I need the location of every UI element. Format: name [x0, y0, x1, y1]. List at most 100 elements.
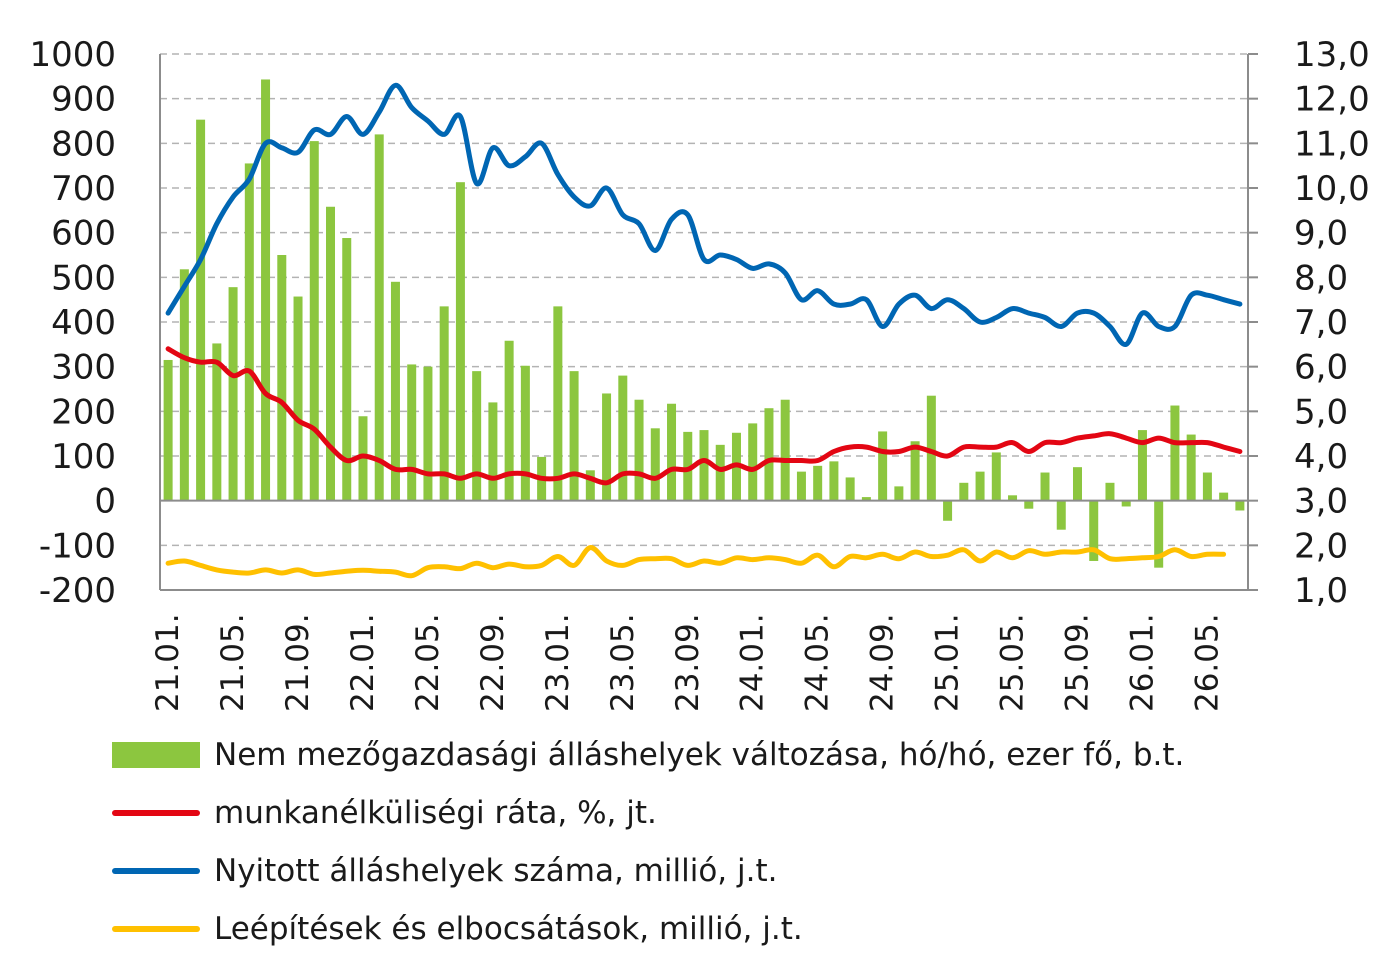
- y-left-tick-label: 200: [51, 392, 116, 432]
- y-left-tick-label: 0: [94, 482, 116, 522]
- bar: [407, 364, 417, 501]
- line-series-path: [165, 346, 1243, 486]
- y-right-tick-label: 12,0: [1294, 80, 1370, 120]
- legend-label: munkanélküliségi ráta, %, jt.: [214, 795, 657, 831]
- y-left-tick-label: 900: [51, 80, 116, 120]
- x-tick-label: 23.05.: [605, 613, 641, 712]
- bar: [975, 471, 985, 501]
- bar: [602, 393, 612, 501]
- x-tick-label: 24.01.: [735, 613, 771, 712]
- bar: [374, 134, 384, 501]
- y-right-tick-label: 7,0: [1294, 303, 1348, 343]
- bar: [829, 461, 839, 501]
- y-right-tick-label: 8,0: [1294, 258, 1348, 298]
- line-series-path: [165, 545, 1227, 579]
- x-tick-label: 23.09.: [670, 613, 706, 712]
- bar: [1105, 482, 1115, 501]
- bar: [455, 182, 465, 501]
- y-right-tick-label: 9,0: [1294, 214, 1348, 254]
- bar: [261, 79, 271, 501]
- legend-item-unemployment-rate: munkanélküliségi ráta, %, jt.: [112, 784, 1184, 842]
- bar: [1089, 500, 1099, 561]
- gridlines: [160, 53, 1248, 547]
- bar: [179, 269, 189, 501]
- bar: [1056, 500, 1066, 530]
- y-right-tick-label: 10,0: [1294, 169, 1370, 209]
- bar: [634, 399, 644, 501]
- bar: [1235, 500, 1245, 511]
- bar: [342, 238, 352, 501]
- bar: [878, 431, 888, 501]
- bar: [1186, 434, 1196, 501]
- y-left-tick-label: 800: [51, 124, 116, 164]
- bar: [764, 408, 774, 501]
- legend-label: Nem mezőgazdasági álláshelyek változása,…: [214, 737, 1185, 773]
- legend-label: Leépítések és elbocsátások, millió, j.t.: [214, 911, 803, 947]
- bar: [910, 441, 920, 501]
- legend-swatch-bar: [112, 742, 200, 768]
- bar: [1072, 467, 1082, 501]
- bar: [1024, 500, 1034, 509]
- legend-item-job-openings: Nyitott álláshelyek száma, millió, j.t.: [112, 842, 1184, 900]
- bar: [228, 287, 238, 501]
- y-left-tick-label: 300: [51, 348, 116, 388]
- y-left-tick-label: -100: [39, 526, 116, 566]
- legend-item-nonfarm-payrolls: Nem mezőgazdasági álláshelyek változása,…: [112, 726, 1184, 784]
- x-tick-label: 21.09.: [280, 613, 316, 712]
- x-tick-label: 25.09.: [1059, 613, 1095, 712]
- bar: [390, 281, 400, 501]
- legend-swatch-line: [112, 868, 200, 874]
- y-right-tick-label: 1,0: [1294, 571, 1348, 611]
- bar: [748, 423, 758, 501]
- bar: [926, 395, 936, 501]
- legend-label: Nyitott álláshelyek száma, millió, j.t.: [214, 853, 778, 889]
- y-right-tick-label: 6,0: [1294, 348, 1348, 388]
- bar: [423, 366, 433, 501]
- bar: [667, 403, 677, 501]
- bar: [277, 255, 287, 501]
- bar: [1121, 500, 1131, 507]
- bar: [1008, 495, 1018, 501]
- y-left-tick-label: 400: [51, 303, 116, 343]
- bar: [569, 371, 579, 501]
- bar: [683, 431, 693, 501]
- bar: [618, 375, 628, 501]
- bar: [585, 470, 595, 501]
- bar: [796, 471, 806, 501]
- x-tick-label: 22.09.: [475, 613, 511, 712]
- legend-swatch-line: [112, 810, 200, 816]
- bar: [845, 477, 855, 501]
- bar: [780, 399, 790, 501]
- bar: [861, 497, 871, 501]
- y-left-tick-label: -200: [39, 571, 116, 611]
- x-tick-label: 22.05.: [410, 613, 446, 712]
- bar: [1154, 500, 1164, 568]
- bar: [488, 402, 498, 501]
- x-tick-label: 21.01.: [150, 613, 186, 712]
- bar: [163, 359, 173, 501]
- x-tick-label: 23.01.: [540, 613, 576, 712]
- bar: [1202, 472, 1212, 501]
- y-right-tick-label: 5,0: [1294, 392, 1348, 432]
- bar: [959, 482, 969, 501]
- bar: [1040, 472, 1050, 501]
- bar: [472, 371, 482, 501]
- y-right-tick-label: 13,0: [1294, 35, 1370, 75]
- y-left-tick-label: 100: [51, 437, 116, 477]
- bar: [196, 119, 206, 501]
- y-right-tick-label: 4,0: [1294, 437, 1348, 477]
- x-tick-label: 22.01.: [345, 613, 381, 712]
- axes: [159, 53, 1258, 591]
- bar: [813, 465, 823, 501]
- legend-swatch-line: [112, 926, 200, 932]
- x-tick-label: 24.05.: [800, 613, 836, 712]
- bar-series: [163, 79, 1245, 568]
- y-right-tick-label: 2,0: [1294, 526, 1348, 566]
- y-left-tick-label: 700: [51, 169, 116, 209]
- x-tick-label: 26.05.: [1189, 613, 1225, 712]
- bar: [1219, 492, 1229, 501]
- bar: [520, 365, 530, 501]
- x-tick-label: 21.05.: [215, 613, 251, 712]
- legend-item-layoffs: Leépítések és elbocsátások, millió, j.t.: [112, 900, 1184, 958]
- tick-labels: 10009008007006005004003002001000-100-200…: [29, 35, 1369, 712]
